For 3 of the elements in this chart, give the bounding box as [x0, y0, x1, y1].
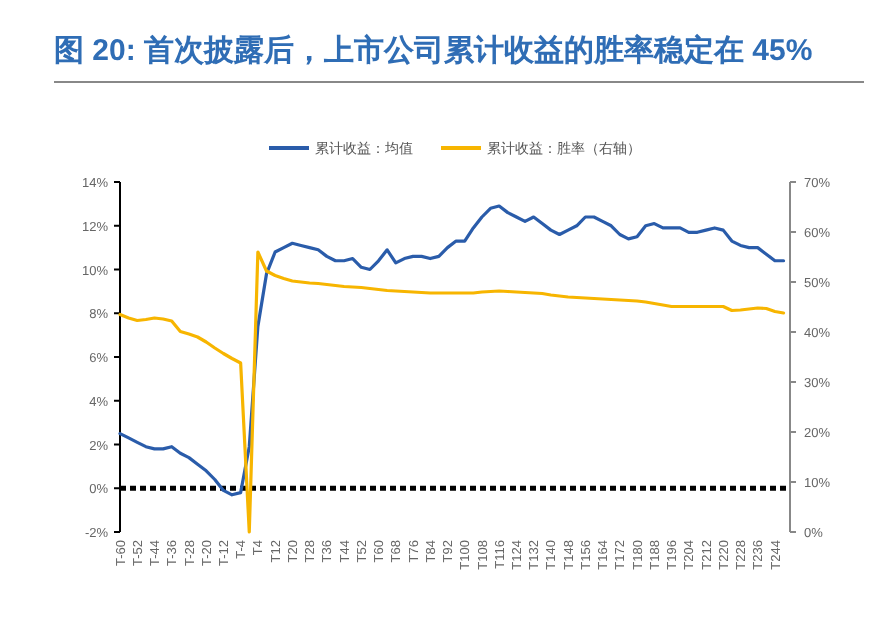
line-series [118, 250, 786, 534]
chart-title: 图 20: 首次披露后，上市公司累计收益的胜率稳定在 45% [54, 32, 813, 68]
line-series [118, 204, 786, 497]
